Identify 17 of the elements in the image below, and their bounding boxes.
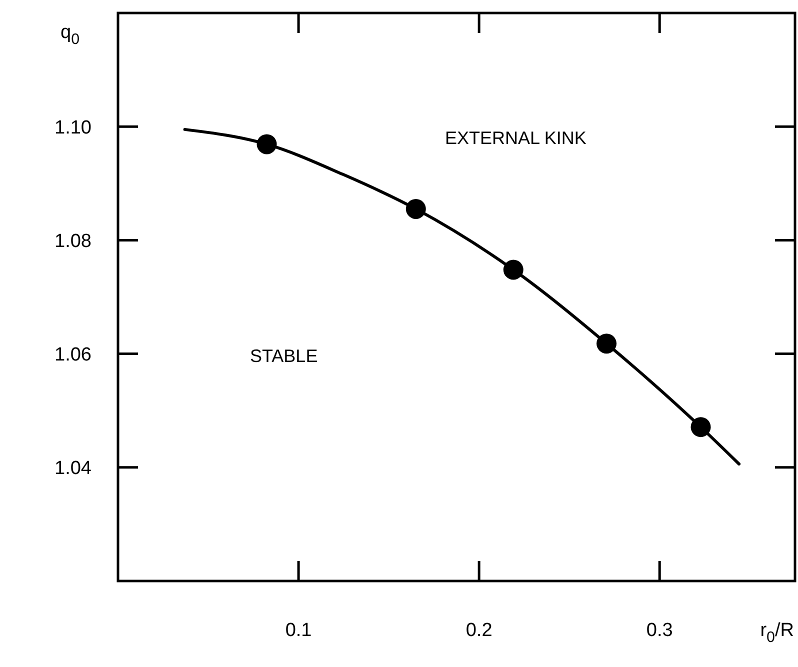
x-tick-label: 0.1 [285, 620, 312, 641]
y-tick-label: 1.08 [54, 230, 92, 252]
y-tick-label: 1.06 [54, 344, 92, 366]
point [596, 334, 617, 354]
point [690, 417, 711, 438]
annotation: STABLE [250, 346, 318, 366]
point [503, 260, 524, 280]
point [256, 134, 277, 154]
x-tick-label: 0.2 [466, 620, 492, 641]
line-series [183, 128, 741, 466]
x-tick-label: 0.3 [646, 620, 673, 641]
y-tick-label: 1.10 [54, 117, 92, 138]
x-axis-title: r$_{0}$/R [760, 620, 794, 646]
annotation: EXTERNAL KINK [445, 128, 586, 148]
y-axis-title: q$_{0}$ [60, 22, 80, 48]
y-tick-label: 1.04 [54, 458, 92, 480]
point [406, 198, 426, 219]
